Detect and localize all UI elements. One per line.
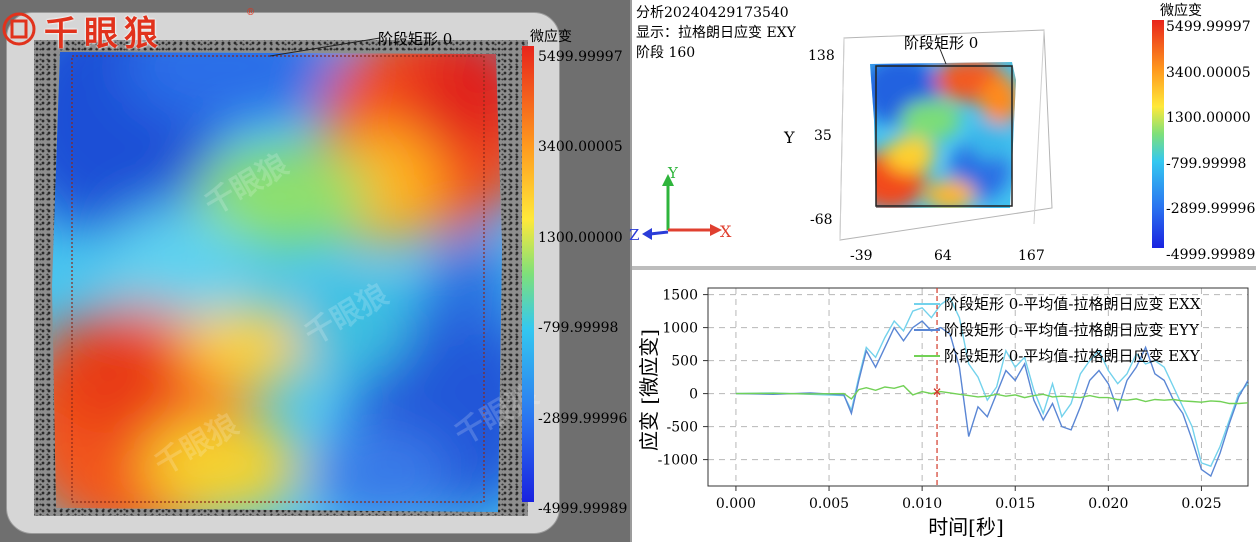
y-axis-label: 应变 [微应变]: [637, 329, 661, 451]
colorbar-tick-label: -4999.99989: [1166, 247, 1256, 263]
x-tick-label: 0.005: [809, 496, 849, 512]
x-tick: 167: [1018, 248, 1045, 264]
strain-contour-3d: [870, 62, 1016, 208]
triad-z-label: Z: [629, 226, 640, 244]
legend-label: 阶段矩形 0-平均值-拉格朗日应变 EYY: [944, 321, 1200, 339]
3d-bounding-box: [839, 29, 1053, 241]
colorbar-tick-label: 3400.00005: [1166, 64, 1251, 81]
strain-contour-left: [52, 52, 502, 512]
logo-text: 千眼狼: [44, 14, 164, 54]
x-tick-label: 0.020: [1088, 496, 1128, 512]
plot-frame: [707, 287, 1249, 487]
colorbar-tick-label: 1300.00000: [1166, 110, 1251, 127]
colorbar-title: 微应变: [530, 29, 572, 45]
triad-x-label: X: [720, 222, 732, 241]
colorbar-title: 微应变: [1160, 3, 1202, 19]
colorbar-tick-label: -4999.99989: [538, 501, 628, 517]
roi-leader-line: [270, 37, 381, 57]
legend-label: 阶段矩形 0-平均值-拉格朗日应变 EXY: [944, 347, 1201, 365]
x-tick: -39: [850, 248, 873, 264]
series-line-1: [735, 296, 1249, 468]
series-line-3: [735, 384, 1249, 405]
y-tick-label: -500: [667, 420, 698, 436]
x-tick-label: 0.010: [902, 496, 942, 512]
registered-mark: ®: [246, 8, 255, 18]
colorbar-tick-label: 3400.00005: [538, 139, 623, 156]
axis-triad: [642, 174, 722, 240]
stage-number: 阶段 160: [636, 45, 696, 61]
strain-time-chart[interactable]: 0.000 0.005 0.010 0.015 0.020 0.025 1500 1000 50…: [632, 270, 1256, 542]
x-tick-label: 0.025: [1181, 496, 1221, 512]
colorbar-tick-label: 5499.99997: [538, 49, 623, 65]
y-tick-label: 500: [671, 354, 698, 370]
legend-label: 阶段矩形 0-平均值-拉格朗日应变 EXX: [944, 295, 1201, 313]
colorbar-tick-label: -2899.99996: [538, 410, 628, 427]
colorbar-right: [1152, 20, 1164, 248]
strain-time-chart-panel[interactable]: 0.000 0.005 0.010 0.015 0.020 0.025 1500 1000 50…: [632, 270, 1256, 542]
camera-view-panel[interactable]: 千眼狼 千眼狼 千眼狼 千眼狼 千眼狼 ® 阶段矩形 0 微应变 5499.99…: [0, 0, 632, 542]
logo-icon: [2, 12, 36, 46]
panel-divider[interactable]: [630, 0, 632, 542]
x-tick-label: 0.000: [716, 496, 756, 512]
colorbar-tick-label: 1300.00000: [538, 229, 623, 246]
x-tick: 64: [934, 248, 952, 264]
x-tick-label: 0.015: [995, 496, 1035, 512]
axis-ticks: 0.000 0.005 0.010 0.015 0.020 0.025 1500 1000 50…: [658, 288, 1222, 512]
current-time-marker: [933, 388, 941, 396]
chart-legend: 阶段矩形 0-平均值-拉格朗日应变 EXX 阶段矩形 0-平均值-拉格朗日应变 E…: [914, 295, 1201, 365]
colorbar-tick-label: -2899.99996: [1166, 201, 1256, 218]
triad-y-label: Y: [668, 164, 678, 182]
y-tick-label: 1500: [662, 288, 698, 304]
time-marker[interactable]: [933, 288, 941, 486]
y-tick: 138: [808, 48, 835, 64]
y-tick-label: 0: [689, 387, 698, 403]
y-axis-label: Y: [784, 128, 795, 147]
3d-view-panel[interactable]: 分析20240429173540 显示：拉格朗日应变 EXY 阶段 160: [629, 0, 1256, 266]
colorbar-tick-label: 5499.99997: [1166, 19, 1251, 35]
roi-label-3d[interactable]: 阶段矩形 0: [904, 34, 979, 52]
roi-label[interactable]: 阶段矩形 0: [378, 30, 453, 48]
series-line-2: [735, 320, 1249, 478]
chart-series: [735, 296, 1249, 478]
view-divider[interactable]: [632, 266, 1256, 270]
colorbar-tick-label: -799.99998: [1166, 155, 1247, 172]
colorbar-left: [522, 46, 534, 502]
y-tick-label: -1000: [658, 453, 698, 469]
roi-leader-line-3d: [937, 43, 947, 65]
display-quantity: 显示：拉格朗日应变 EXY: [636, 25, 796, 41]
analysis-name: 分析20240429173540: [636, 5, 789, 21]
x-axis-label: 时间[秒]: [928, 515, 1004, 539]
y-tick: -68: [810, 212, 833, 228]
y-tick-label: 1000: [662, 321, 698, 337]
y-tick: 35: [814, 128, 832, 144]
colorbar-tick-label: -799.99998: [538, 320, 619, 337]
